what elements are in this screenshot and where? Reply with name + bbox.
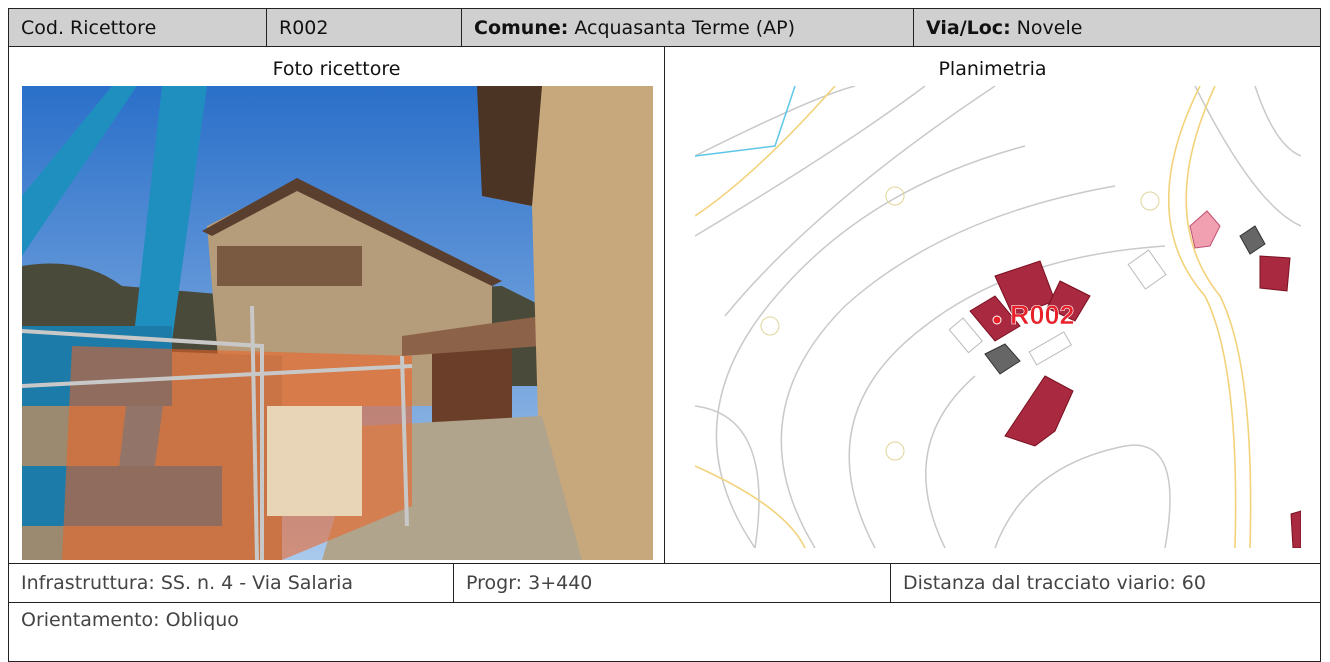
comune-label: Comune: xyxy=(474,16,569,39)
map-title: Planimetria xyxy=(938,58,1047,80)
orientamento-cell: Orientamento: Obliquo xyxy=(8,602,1321,662)
progr-cell: Progr: 3+440 xyxy=(453,563,891,603)
via-cell: Via/Loc: Novele xyxy=(913,8,1321,47)
map-marker-label: R002 xyxy=(1010,300,1075,330)
progr: Progr: 3+440 xyxy=(466,572,593,594)
map: R002 xyxy=(695,86,1301,548)
infrastruttura: Infrastruttura: SS. n. 4 - Via Salaria xyxy=(21,572,354,594)
via-label: Via/Loc: xyxy=(926,16,1011,39)
distanza: Distanza dal tracciato viario: 60 xyxy=(903,572,1206,594)
photo-title: Foto ricettore xyxy=(272,58,401,80)
comune-cell: Comune: Acquasanta Terme (AP) xyxy=(461,8,914,47)
code-label: Cod. Ricettore xyxy=(21,16,157,39)
photo xyxy=(22,86,653,560)
comune: Acquasanta Terme (AP) xyxy=(574,16,795,39)
distanza-cell: Distanza dal tracciato viario: 60 xyxy=(890,563,1321,603)
orientamento: Orientamento: Obliquo xyxy=(21,609,239,631)
infrastruttura-cell: Infrastruttura: SS. n. 4 - Via Salaria xyxy=(8,563,454,603)
code-label-cell: Cod. Ricettore xyxy=(8,8,267,47)
code: R002 xyxy=(279,16,329,39)
code-cell: R002 xyxy=(266,8,462,47)
via: Novele xyxy=(1016,16,1083,39)
